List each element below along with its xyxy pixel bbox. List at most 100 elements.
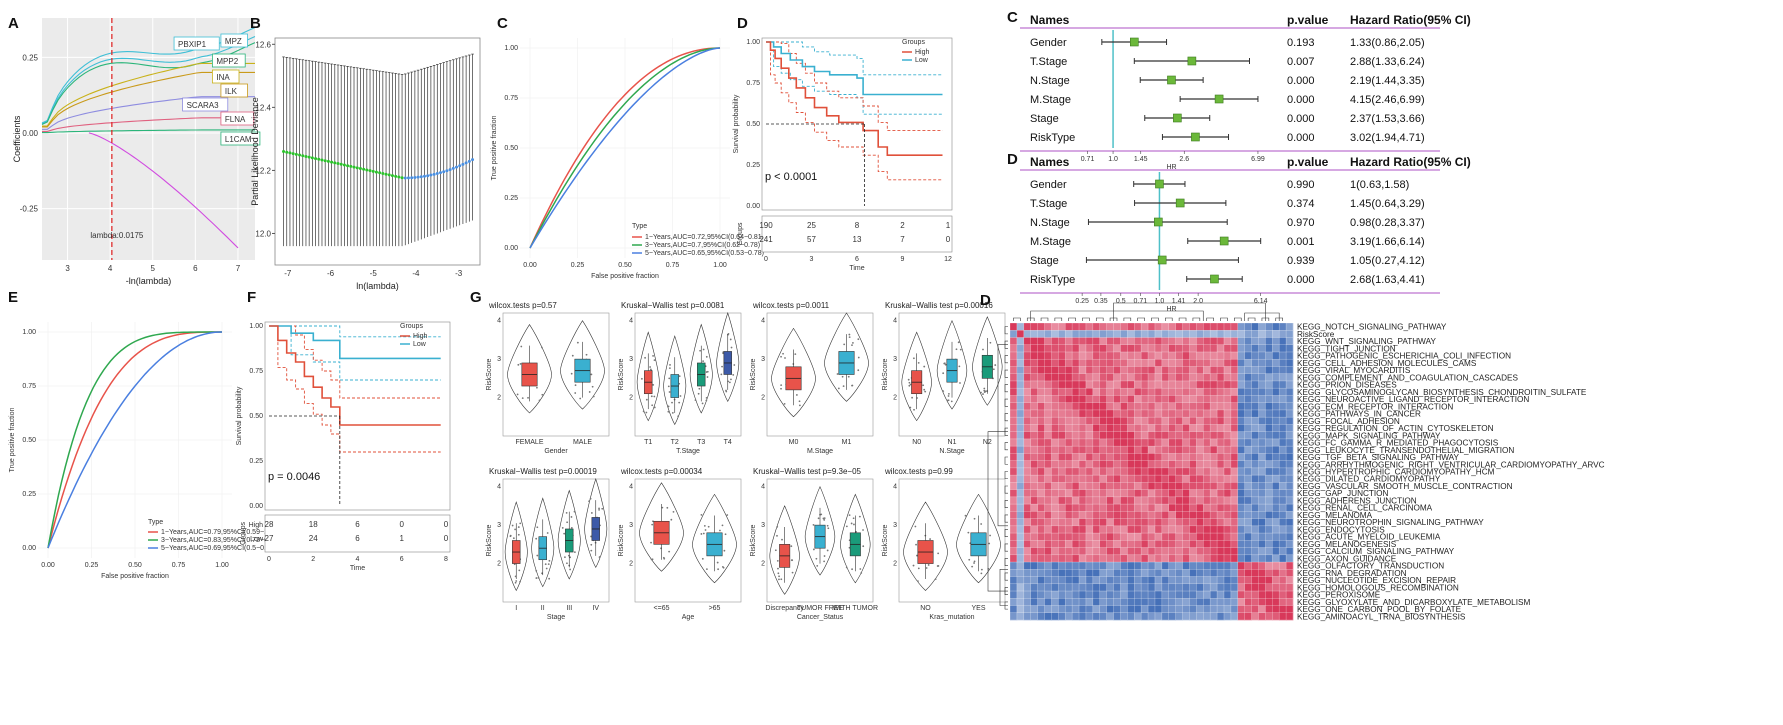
heatmap-cell bbox=[1010, 562, 1018, 570]
heatmap-cell bbox=[1092, 323, 1101, 331]
row-name: RiskType bbox=[1030, 274, 1075, 286]
heatmap-cell bbox=[1044, 554, 1052, 563]
heatmap-cell bbox=[1244, 504, 1252, 512]
heatmap-cell bbox=[1182, 591, 1190, 599]
jitter-point bbox=[826, 549, 829, 552]
category-label: III bbox=[566, 605, 572, 612]
heatmap-cell bbox=[1010, 547, 1018, 556]
heatmap-cell bbox=[1210, 424, 1218, 432]
jitter-point bbox=[845, 525, 848, 528]
heatmap-cell bbox=[1286, 424, 1294, 432]
heatmap-cell bbox=[1244, 605, 1252, 614]
heatmap-cell bbox=[1258, 547, 1266, 556]
x-tick-label: 4 bbox=[108, 264, 113, 273]
risk-count: 25 bbox=[807, 221, 816, 230]
jitter-point bbox=[519, 522, 522, 525]
heatmap-cell bbox=[1237, 569, 1245, 577]
risk-count: 6 bbox=[355, 520, 360, 529]
heatmap-cell bbox=[1189, 351, 1197, 360]
row-pvalue: 0.374 bbox=[1287, 198, 1315, 210]
heatmap-cell bbox=[1099, 576, 1107, 585]
y-tick-label: 1.00 bbox=[22, 329, 36, 336]
heatmap-cell bbox=[1182, 576, 1190, 585]
heatmap-cell bbox=[1286, 344, 1294, 353]
heatmap-cell bbox=[1016, 438, 1025, 447]
heatmap-cell bbox=[1230, 569, 1239, 577]
heatmap-cell bbox=[1244, 395, 1252, 403]
heatmap-cell bbox=[1113, 583, 1121, 592]
heatmap-cell bbox=[1085, 576, 1094, 585]
coef-path bbox=[42, 96, 255, 130]
heatmap-cell bbox=[1237, 359, 1245, 367]
heatmap-cell bbox=[1016, 453, 1025, 461]
heatmap-cell bbox=[1141, 344, 1149, 353]
heatmap-cell bbox=[1196, 460, 1204, 469]
heatmap-cell bbox=[1072, 460, 1080, 469]
jitter-point bbox=[702, 360, 705, 363]
heatmap-cell bbox=[1127, 547, 1135, 556]
heatmap-cell bbox=[1072, 583, 1080, 592]
jitter-point bbox=[706, 370, 709, 373]
heatmap-cell bbox=[1161, 489, 1170, 498]
jitter-point bbox=[721, 524, 724, 527]
heatmap-cell bbox=[1279, 496, 1287, 505]
cv-point bbox=[464, 161, 468, 165]
heatmap-cell bbox=[1196, 323, 1204, 331]
heatmap-cell bbox=[1051, 482, 1059, 490]
heatmap-cell bbox=[1258, 409, 1266, 418]
hr-marker bbox=[1173, 113, 1182, 123]
y-tick-label: 0.25 bbox=[22, 491, 36, 498]
heatmap-row-label: KEGG_ADHERENS_JUNCTION bbox=[1297, 496, 1417, 505]
heatmap-row-label: KEGG_GLYOXYLATE_AND_DICARBOXYLATE_METABO… bbox=[1297, 598, 1530, 607]
hr-marker bbox=[1187, 56, 1197, 66]
heatmap-cell bbox=[1182, 402, 1190, 411]
x-tick-label: 1.41 bbox=[1172, 298, 1186, 305]
heatmap-cell bbox=[1079, 605, 1087, 614]
heatmap-cell bbox=[1106, 569, 1114, 577]
heatmap-cell bbox=[1051, 554, 1059, 563]
heatmap-cell bbox=[1058, 562, 1066, 570]
heatmap-cell bbox=[1120, 489, 1128, 498]
heatmap-cell bbox=[1023, 612, 1032, 621]
jitter-point bbox=[667, 385, 670, 388]
cv-point bbox=[445, 169, 449, 173]
dendrogram-branch bbox=[1004, 558, 1008, 566]
heatmap-cell bbox=[1189, 431, 1197, 440]
heatmap-cell bbox=[1134, 518, 1142, 527]
heatmap-cell bbox=[1065, 351, 1073, 360]
jitter-point bbox=[514, 581, 517, 584]
heatmap-cell bbox=[1148, 511, 1156, 519]
cv-point bbox=[378, 171, 382, 175]
heatmap-cell bbox=[1113, 569, 1121, 577]
heatmap-cell bbox=[1106, 417, 1114, 425]
heatmap-cell bbox=[1106, 351, 1114, 360]
heatmap-cell bbox=[1058, 344, 1066, 353]
heatmap-cell bbox=[1175, 576, 1183, 585]
heatmap-cell bbox=[1127, 344, 1135, 353]
heatmap-cell bbox=[1127, 489, 1135, 498]
x-tick-label: 1.0 bbox=[1108, 156, 1118, 163]
heatmap-cell bbox=[1258, 344, 1266, 353]
jitter-point bbox=[547, 563, 550, 566]
heatmap-cell bbox=[1106, 504, 1114, 512]
heatmap-cell bbox=[1244, 344, 1252, 353]
heatmap-cell bbox=[1127, 504, 1135, 512]
category-label: I bbox=[515, 605, 517, 612]
heatmap-row-label: KEGG_LEUKOCYTE_TRANSENDOTHELIAL_MIGRATIO… bbox=[1297, 446, 1514, 455]
heatmap-cell bbox=[1230, 453, 1239, 461]
heatmap-cell bbox=[1010, 438, 1018, 447]
dendrogram-branch bbox=[1030, 310, 1204, 321]
heatmap-cell bbox=[1037, 583, 1045, 592]
heatmap-cell bbox=[1182, 482, 1190, 490]
heatmap-cell bbox=[1175, 366, 1183, 375]
heatmap-row-label: KEGG_PATHOGENIC_ESCHERICHIA_COLI_INFECTI… bbox=[1297, 352, 1511, 361]
heatmap-cell bbox=[1058, 460, 1066, 469]
heatmap-cell bbox=[1154, 344, 1163, 353]
heatmap-cell bbox=[1072, 540, 1080, 548]
heatmap-cell bbox=[1134, 359, 1142, 367]
heatmap-cell bbox=[1175, 409, 1183, 418]
dendrogram-branch bbox=[1109, 317, 1118, 321]
heatmap-cell bbox=[1148, 337, 1156, 346]
jitter-point bbox=[541, 393, 544, 396]
subplot-title: Kruskal−Wallis test p=0.00019 bbox=[489, 467, 597, 476]
